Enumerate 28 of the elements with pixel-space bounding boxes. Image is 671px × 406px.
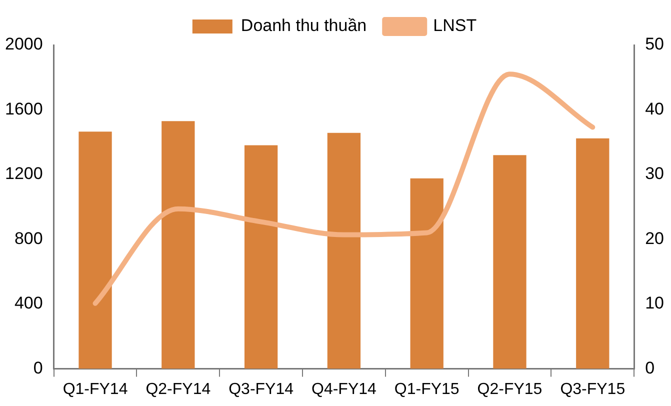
y2-tick-label: 50 [645, 34, 664, 54]
bar [576, 138, 610, 369]
x-tick-label: Q2-FY15 [477, 380, 542, 398]
bar [78, 132, 112, 369]
y-tick-label: 400 [14, 294, 43, 313]
bar [244, 145, 278, 369]
y2-tick-label: 10 [645, 294, 664, 313]
y-tick-label: 2000 [4, 34, 43, 54]
bar [493, 155, 526, 369]
legend-label: LNST [433, 16, 477, 36]
bar [410, 178, 444, 369]
x-tick-label: Q3-FY14 [228, 380, 294, 398]
y-tick-label: 800 [14, 228, 43, 248]
y2-tick-label: 40 [645, 99, 664, 118]
x-tick-label: Q2-FY14 [146, 380, 211, 398]
y2-tick-label: 30 [645, 164, 664, 184]
y2-tick-label: 20 [645, 228, 664, 248]
bar [162, 121, 195, 369]
y2-tick-label: 0 [645, 358, 655, 378]
y-tick-label: 1600 [4, 99, 43, 118]
x-tick-label: Q1-FY15 [394, 380, 460, 398]
x-tick-label: Q3-FY15 [560, 380, 626, 398]
legend-label: Doanh thu thuần [240, 16, 367, 36]
bar [327, 132, 361, 369]
x-tick-label: Q1-FY14 [62, 380, 128, 398]
x-tick-label: Q4-FY14 [311, 380, 377, 398]
y-tick-label: 0 [33, 358, 43, 378]
y-tick-label: 1200 [4, 164, 43, 184]
